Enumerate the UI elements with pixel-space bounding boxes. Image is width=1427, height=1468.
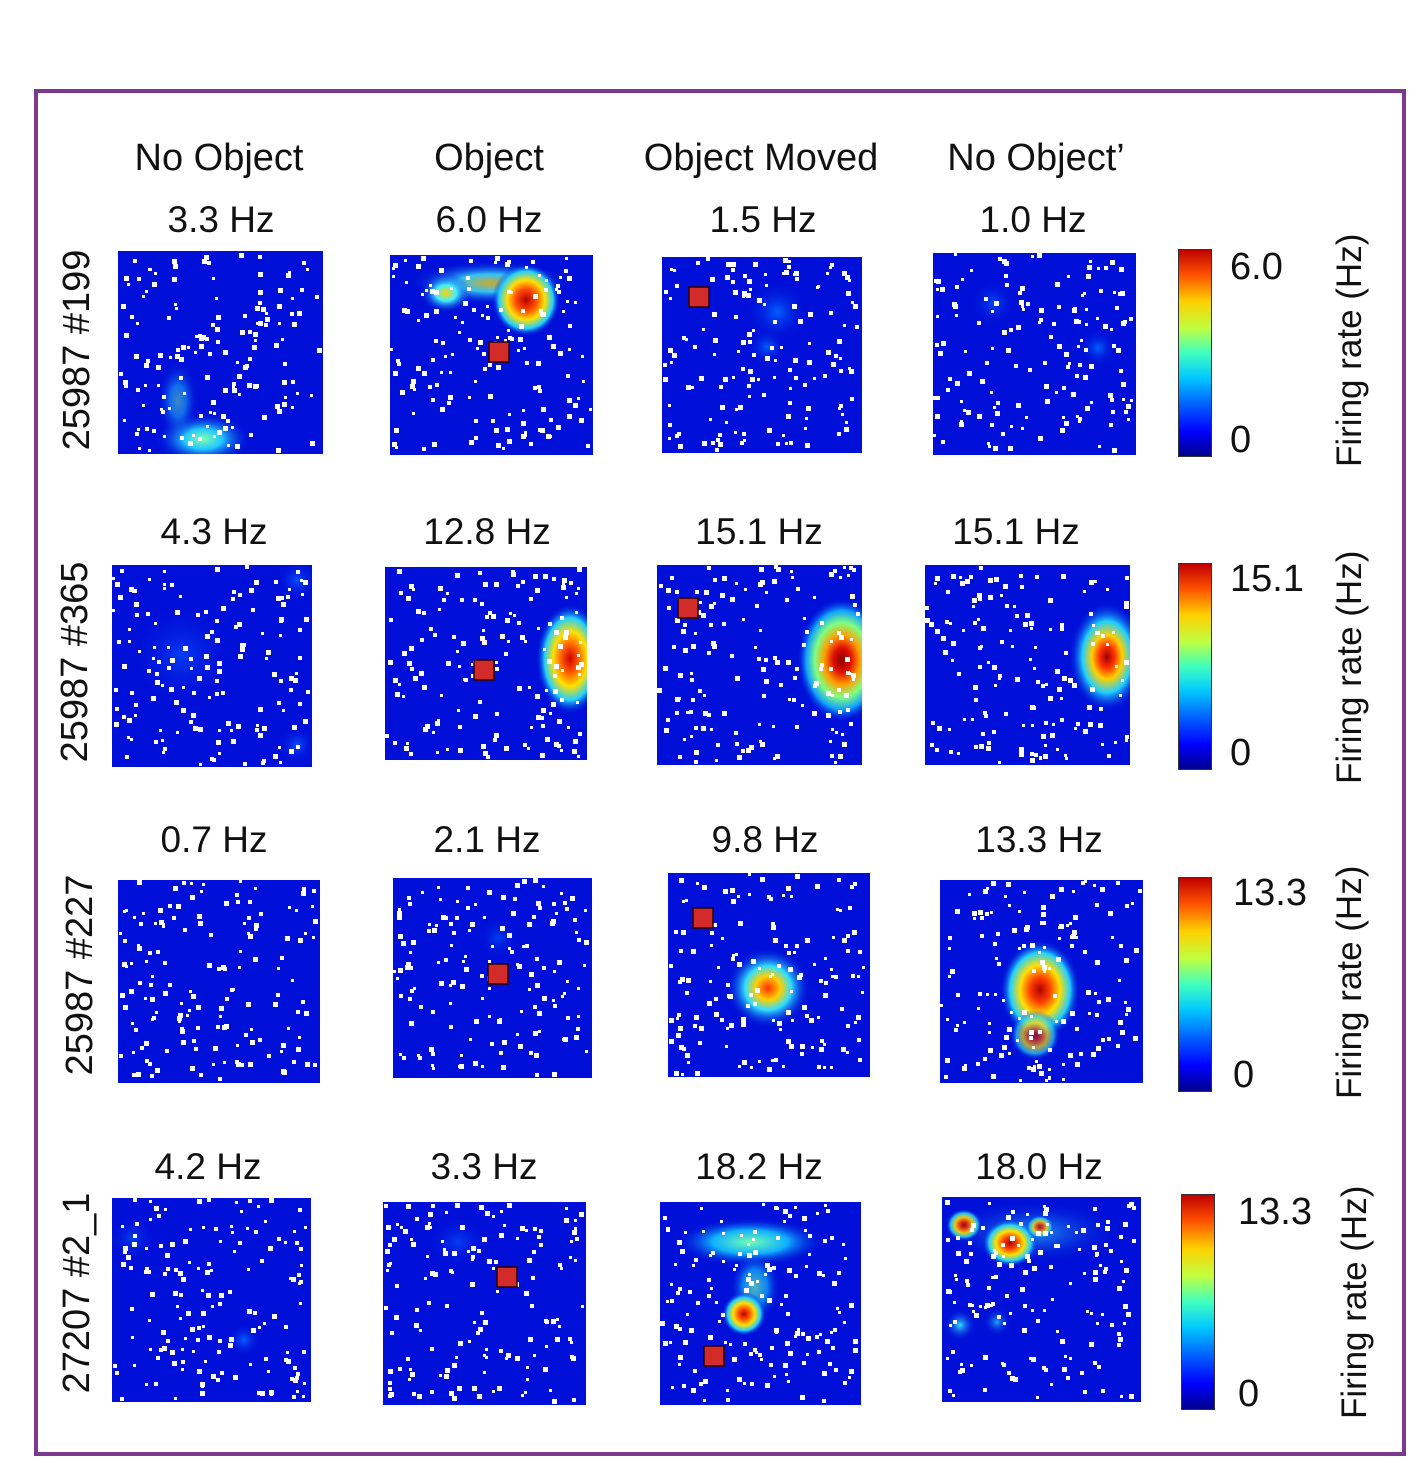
colorbar-r4 <box>1181 1194 1215 1410</box>
rate-r2-c3: 15.1 Hz <box>695 511 823 552</box>
rate-map-r3-c3 <box>668 873 870 1077</box>
colorbar-label-r1: Firing rate (Hz) <box>1330 233 1369 467</box>
rate-r1-c4: 1.0 Hz <box>979 199 1087 240</box>
rate-r2-c1: 4.3 Hz <box>160 511 268 552</box>
colorbar-label-r3: Firing rate (Hz) <box>1330 865 1369 1099</box>
rate-r4-c1: 4.2 Hz <box>154 1146 262 1187</box>
rate-map-r2-c4 <box>925 565 1130 765</box>
colorbar-max-r4: 13.3 <box>1238 1191 1312 1233</box>
column-title-object-moved: Object Moved <box>643 137 879 179</box>
colorbar-max-r1: 6.0 <box>1230 246 1283 288</box>
column-title-no-object-prime: No Object’ <box>947 137 1125 179</box>
colorbar-max-r2: 15.1 <box>1230 558 1304 600</box>
rate-map-r3-c4 <box>940 880 1143 1083</box>
colorbar-min-r4: 0 <box>1238 1373 1260 1415</box>
row-label-2: 25987 #365 <box>54 561 96 763</box>
rate-map-r2-c3 <box>657 565 862 765</box>
row-label-3: 25987 #227 <box>59 874 101 1076</box>
rate-r4-c3: 18.2 Hz <box>695 1146 823 1187</box>
rate-map-r3-c1 <box>118 880 320 1083</box>
row-label-1: 25987 #199 <box>56 249 98 451</box>
rate-r3-c4: 13.3 Hz <box>975 819 1103 860</box>
colorbar-r2 <box>1178 563 1212 770</box>
column-title-no-object: No Object <box>134 137 304 179</box>
rate-map-r1-c4 <box>933 253 1136 455</box>
rate-map-r2-c1 <box>112 565 312 767</box>
colorbar-min-r2: 0 <box>1230 732 1252 774</box>
colorbar-r1 <box>1178 249 1212 457</box>
colorbar-r3 <box>1178 877 1212 1092</box>
rate-r2-c4: 15.1 Hz <box>952 511 1080 552</box>
rate-map-r4-c4 <box>942 1197 1141 1402</box>
rate-r1-c2: 6.0 Hz <box>435 199 543 240</box>
rate-r1-c1: 3.3 Hz <box>167 199 275 240</box>
rate-map-r1-c1 <box>118 251 323 454</box>
colorbar-label-r2: Firing rate (Hz) <box>1330 550 1369 784</box>
rate-map-r3-c2 <box>393 878 592 1078</box>
rate-map-r4-c1 <box>112 1198 311 1402</box>
row-label-4: 27207 #2_1 <box>56 1192 98 1394</box>
colorbar-max-r3: 13.3 <box>1233 872 1307 914</box>
rate-map-r4-c2 <box>383 1202 586 1405</box>
column-title-object: Object <box>434 137 544 179</box>
figure-frame <box>34 89 1406 1456</box>
rate-map-r4-c3 <box>660 1202 861 1405</box>
rate-map-r2-c2 <box>385 567 587 760</box>
rate-r4-c2: 3.3 Hz <box>430 1146 538 1187</box>
rate-r3-c2: 2.1 Hz <box>433 819 541 860</box>
rate-r4-c4: 18.0 Hz <box>975 1146 1103 1187</box>
rate-r1-c3: 1.5 Hz <box>709 199 817 240</box>
rate-r2-c2: 12.8 Hz <box>423 511 551 552</box>
rate-map-r1-c3 <box>662 257 862 453</box>
colorbar-min-r3: 0 <box>1233 1054 1255 1096</box>
rate-r3-c3: 9.8 Hz <box>711 819 819 860</box>
rate-r3-c1: 0.7 Hz <box>160 819 268 860</box>
rate-map-r1-c2 <box>390 255 593 455</box>
colorbar-min-r1: 0 <box>1230 419 1252 461</box>
colorbar-label-r4: Firing rate (Hz) <box>1335 1185 1374 1419</box>
